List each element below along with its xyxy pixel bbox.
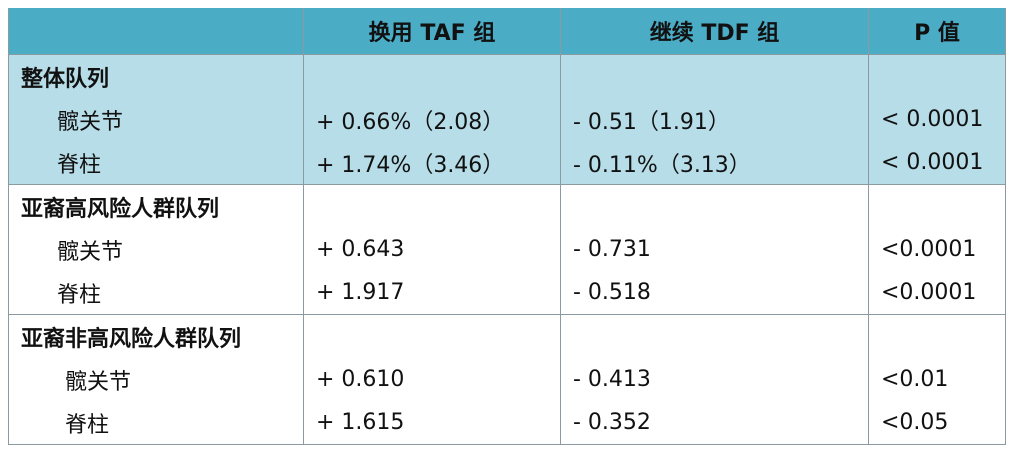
empty-cell	[303, 54, 561, 98]
empty-cell	[560, 314, 869, 358]
empty-cell	[560, 184, 869, 228]
section-title: 整体队列	[8, 54, 304, 98]
empty-cell	[868, 54, 1006, 98]
value-cell: < 0.0001	[868, 141, 1006, 185]
section-title-row: 整体队列	[8, 54, 1006, 98]
row-label: 髋关节	[8, 98, 304, 141]
section: 整体队列 髋关节 + 0.66%（2.08） - 0.51（1.91） < 0.0001…	[8, 54, 1006, 185]
value-cell: - 0.413	[560, 358, 869, 401]
value-cell: + 0.610	[303, 358, 561, 401]
header-cell	[8, 8, 304, 55]
value-cell: <0.01	[868, 358, 1006, 401]
value-cell: + 0.66%（2.08）	[303, 98, 561, 141]
value-cell: - 0.11%（3.13）	[560, 141, 869, 185]
empty-cell	[303, 314, 561, 358]
data-row: 脊柱 + 1.615- 0.352 <0.05	[8, 401, 1006, 445]
section-title: 亚裔非高风险人群队列	[8, 314, 304, 358]
row-label: 脊柱	[8, 271, 304, 315]
section-title-row: 亚裔非高风险人群队列	[8, 314, 1006, 358]
header-cell: P 值	[868, 8, 1006, 55]
value-cell: + 0.643	[303, 228, 561, 271]
value-cell: - 0.518	[560, 271, 869, 315]
data-row: 髋关节 + 0.643- 0.731 <0.0001	[8, 228, 1006, 271]
header-cell: 继续 TDF 组	[560, 8, 869, 55]
row-label: 脊柱	[8, 141, 304, 185]
section-title-row: 亚裔高风险人群队列	[8, 184, 1006, 228]
value-cell: + 1.74%（3.46）	[303, 141, 561, 185]
value-cell: + 1.917	[303, 271, 561, 315]
section-title: 亚裔高风险人群队列	[8, 184, 304, 228]
value-cell: <0.0001	[868, 228, 1006, 271]
value-cell: + 1.615	[303, 401, 561, 445]
section: 亚裔高风险人群队列 髋关节 + 0.643- 0.731 <0.0001 脊柱 + 1.9…	[8, 184, 1006, 315]
value-cell: <0.0001	[868, 271, 1006, 315]
row-label: 髋关节	[8, 228, 304, 271]
row-label: 脊柱	[8, 401, 304, 445]
data-row: 脊柱 + 1.74%（3.46） - 0.11%（3.13） < 0.0001	[8, 141, 1006, 185]
value-cell: - 0.731	[560, 228, 869, 271]
value-cell: - 0.352	[560, 401, 869, 445]
section: 亚裔非高风险人群队列 髋关节 + 0.610- 0.413 <0.01 脊柱 + 1.61…	[8, 314, 1006, 445]
value-cell: < 0.0001	[868, 98, 1006, 141]
empty-cell	[560, 54, 869, 98]
header-cell: 换用 TAF 组	[303, 8, 561, 55]
data-row: 髋关节 + 0.610- 0.413 <0.01	[8, 358, 1006, 401]
empty-cell	[868, 314, 1006, 358]
value-cell: <0.05	[868, 401, 1006, 445]
data-row: 脊柱 + 1.917- 0.518 <0.0001	[8, 271, 1006, 315]
value-cell: - 0.51（1.91）	[560, 98, 869, 141]
row-label: 髋关节	[8, 358, 304, 401]
data-row: 髋关节 + 0.66%（2.08） - 0.51（1.91） < 0.0001	[8, 98, 1006, 141]
empty-cell	[868, 184, 1006, 228]
empty-cell	[303, 184, 561, 228]
